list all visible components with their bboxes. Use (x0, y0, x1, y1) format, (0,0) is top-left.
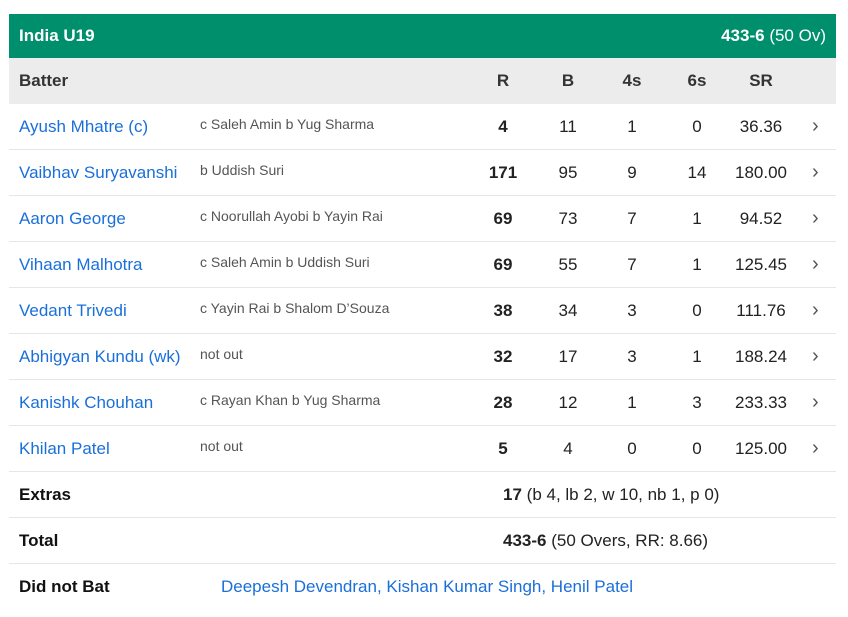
balls: 11 (559, 117, 577, 136)
balls: 73 (558, 209, 578, 228)
total-value: 433-6 (50 Overs, RR: 8.66) (503, 531, 709, 550)
strike-rate: 125.00 (735, 439, 787, 458)
strike-rate: 111.76 (736, 301, 786, 320)
runs: 69 (493, 255, 513, 274)
chevron-right-icon[interactable]: › (812, 115, 819, 137)
batter-row[interactable]: Kanishk Chouhan c Rayan Khan b Yug Sharm… (9, 380, 836, 426)
did-not-bat-label: Did not Bat (19, 577, 110, 596)
chevron-right-icon[interactable]: › (812, 437, 819, 459)
strike-rate: 233.33 (735, 393, 787, 412)
batter-name[interactable]: Vihaan Malhotra (19, 255, 143, 274)
fours: 7 (627, 255, 637, 274)
did-not-bat-players[interactable]: Deepesh Devendran, Kishan Kumar Singh, H… (221, 577, 634, 596)
balls: 34 (558, 301, 578, 320)
strike-rate: 188.24 (735, 347, 787, 366)
batter-row[interactable]: Vihaan Malhotra c Saleh Amin b Uddish Su… (9, 242, 836, 288)
batter-name[interactable]: Vedant Trivedi (19, 301, 127, 320)
dismissal: not out (200, 346, 243, 362)
batter-row[interactable]: Abhigyan Kundu (wk) not out 32 17 3 1 18… (9, 334, 836, 380)
batter-row[interactable]: Ayush Mhatre (c) c Saleh Amin b Yug Shar… (9, 104, 836, 150)
dismissal: c Saleh Amin b Yug Sharma (200, 116, 375, 132)
runs: 28 (493, 393, 513, 412)
sixes: 1 (692, 255, 702, 274)
batter-row[interactable]: Khilan Patel not out 5 4 0 0 125.00 › (9, 426, 836, 472)
runs: 32 (493, 347, 513, 366)
chevron-right-icon[interactable]: › (812, 299, 819, 321)
chevron-right-icon[interactable]: › (812, 345, 819, 367)
team-name: India U19 (19, 26, 95, 45)
balls: 17 (558, 347, 578, 366)
strike-rate: 94.52 (739, 209, 783, 228)
sixes: 0 (692, 301, 702, 320)
sixes: 3 (692, 393, 702, 412)
team-score: 433-6 (50 Ov) (721, 26, 826, 45)
chevron-right-icon[interactable]: › (812, 391, 819, 413)
total-label: Total (19, 531, 59, 550)
sixes: 1 (692, 209, 702, 228)
runs: 5 (498, 439, 508, 458)
batter-row[interactable]: Vaibhav Suryavanshi b Uddish Suri 171 95… (9, 150, 836, 196)
team-header: India U19 433-6 (50 Ov) (9, 14, 836, 58)
header-fours: 4s (622, 71, 642, 90)
batter-name[interactable]: Ayush Mhatre (c) (19, 117, 149, 136)
strike-rate: 125.45 (735, 255, 787, 274)
balls: 55 (558, 255, 578, 274)
extras-value: 17 (b 4, lb 2, w 10, nb 1, p 0) (503, 485, 720, 504)
batter-name[interactable]: Kanishk Chouhan (19, 393, 154, 412)
balls: 95 (558, 163, 578, 182)
header-balls: B (561, 71, 575, 90)
extras-row: Extras 17 (b 4, lb 2, w 10, nb 1, p 0) (9, 472, 836, 518)
batter-row[interactable]: Vedant Trivedi c Yayin Rai b Shalom D’So… (9, 288, 836, 334)
column-header-row: Batter R B 4s 6s SR (9, 58, 836, 104)
fours: 1 (627, 117, 637, 136)
fours: 3 (627, 301, 637, 320)
sixes: 0 (692, 439, 702, 458)
sixes: 1 (692, 347, 702, 366)
chevron-right-icon[interactable]: › (812, 253, 819, 275)
batter-row[interactable]: Aaron George c Noorullah Ayobi b Yayin R… (9, 196, 836, 242)
extras-label: Extras (19, 485, 71, 504)
fours: 7 (627, 209, 637, 228)
dismissal: c Noorullah Ayobi b Yayin Rai (200, 208, 383, 224)
fours: 9 (627, 163, 637, 182)
runs: 171 (488, 163, 518, 182)
batter-name[interactable]: Khilan Patel (19, 439, 110, 458)
balls: 4 (563, 439, 573, 458)
dismissal: not out (200, 438, 243, 454)
strike-rate: 36.36 (739, 117, 783, 136)
runs: 4 (498, 117, 508, 136)
runs: 69 (493, 209, 513, 228)
strike-rate: 180.00 (735, 163, 787, 182)
did-not-bat-row: Did not Bat Deepesh Devendran, Kishan Ku… (9, 564, 836, 610)
sixes: 14 (687, 163, 707, 182)
batter-name[interactable]: Abhigyan Kundu (wk) (19, 347, 181, 366)
header-batter: Batter (19, 71, 69, 90)
fours: 1 (627, 393, 637, 412)
chevron-right-icon[interactable]: › (812, 207, 819, 229)
header-strike-rate: SR (749, 71, 773, 90)
header-sixes: 6s (687, 71, 707, 90)
header-runs: R (496, 71, 510, 90)
batter-name[interactable]: Vaibhav Suryavanshi (19, 163, 178, 182)
total-row: Total 433-6 (50 Overs, RR: 8.66) (9, 518, 836, 564)
dismissal: c Rayan Khan b Yug Sharma (200, 392, 381, 408)
balls: 12 (558, 393, 578, 412)
dismissal: c Saleh Amin b Uddish Suri (200, 254, 370, 270)
dismissal: c Yayin Rai b Shalom D’Souza (200, 300, 390, 316)
batter-name[interactable]: Aaron George (19, 209, 126, 228)
fours: 0 (627, 439, 637, 458)
runs: 38 (493, 301, 513, 320)
fours: 3 (627, 347, 637, 366)
sixes: 0 (692, 117, 702, 136)
chevron-right-icon[interactable]: › (812, 161, 819, 183)
dismissal: b Uddish Suri (200, 162, 285, 178)
scorecard: India U19 433-6 (50 Ov) Batter R B 4s 6s… (9, 14, 836, 610)
